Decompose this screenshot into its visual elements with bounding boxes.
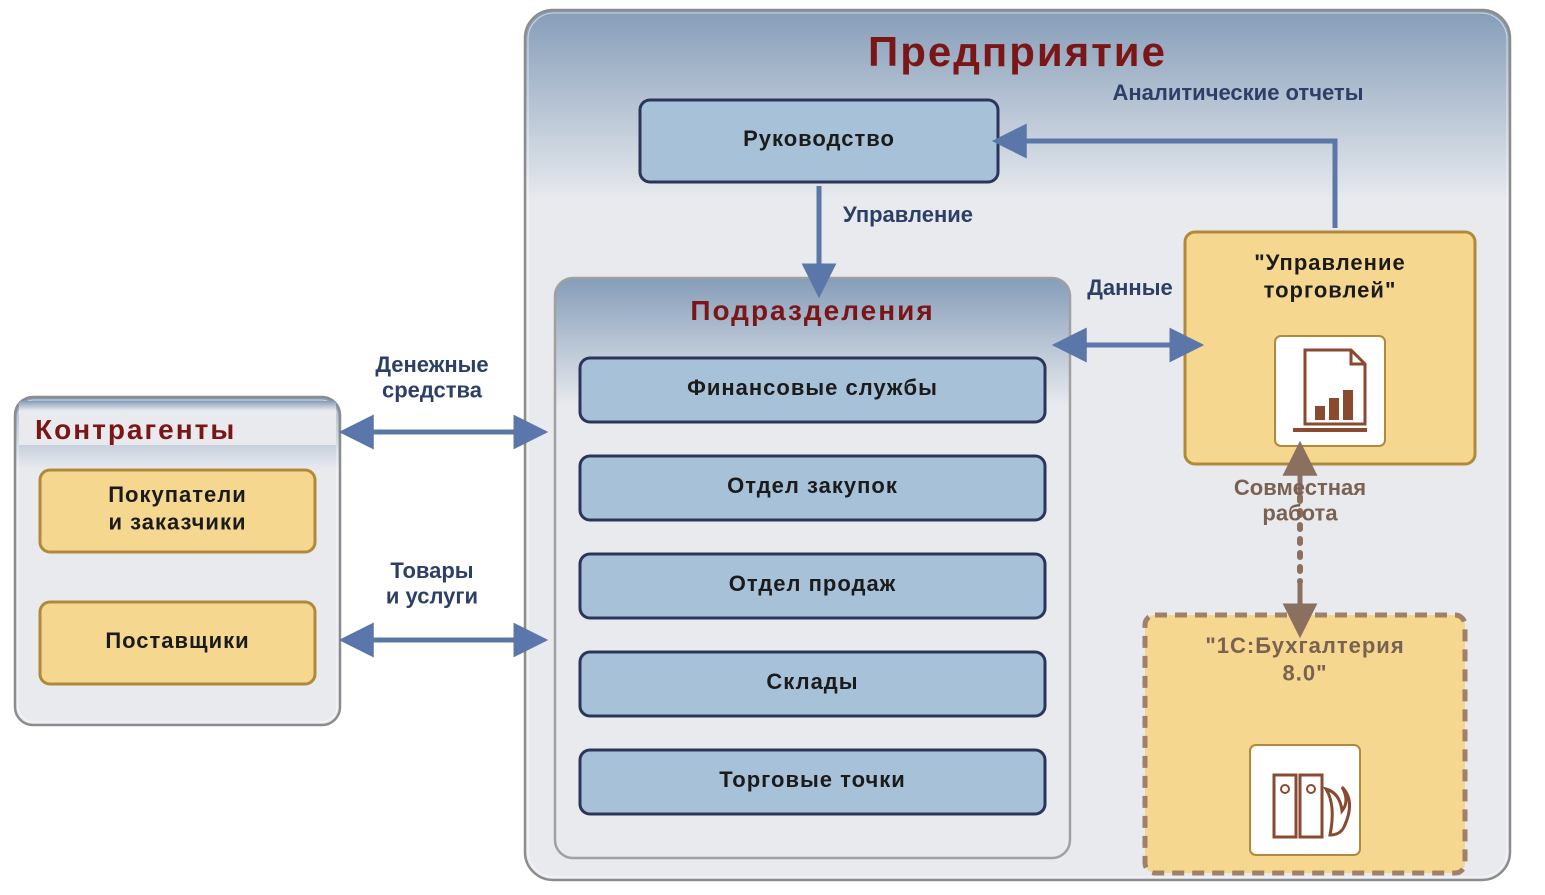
node-buyers: Покупатели и заказчики: [40, 470, 315, 552]
edge-goods: Товарыи услуги: [365, 558, 522, 640]
node-label: "Управление: [1254, 250, 1405, 275]
node-purchasing: Отдел закупок: [580, 456, 1045, 520]
node-sales: Отдел продаж: [580, 554, 1045, 618]
node-label: 8.0": [1282, 661, 1327, 686]
node-retail: Торговые точки: [580, 750, 1045, 814]
node-label: Отдел продаж: [729, 571, 897, 596]
edge-label: Денежные: [375, 352, 488, 377]
node-warehouses: Склады: [580, 652, 1045, 716]
edge-label: средства: [382, 377, 483, 402]
node-trade_mgmt: "Управление торговлей": [1185, 232, 1475, 464]
node-accounting: "1С:Бухгалтерия 8.0": [1145, 615, 1465, 873]
panel-title: Контрагенты: [35, 414, 236, 445]
node-label: торговлей": [1264, 278, 1397, 303]
node-label: и заказчики: [109, 510, 247, 535]
edge-label: Данные: [1087, 275, 1173, 300]
edge-label: работа: [1262, 500, 1338, 525]
node-label: Торговые точки: [719, 767, 906, 792]
edge-label: Товары: [390, 558, 473, 583]
node-label: Отдел закупок: [727, 473, 898, 498]
edge-money: Денежныесредства: [365, 352, 522, 432]
node-finance: Финансовые службы: [580, 358, 1045, 422]
edge-label: Управление: [843, 202, 973, 227]
edge-label: и услуги: [386, 583, 478, 608]
node-label: Руководство: [743, 126, 895, 151]
edge-label: Аналитические отчеты: [1113, 80, 1364, 105]
panel-title: Подразделения: [690, 295, 934, 326]
node-label: Покупатели: [108, 482, 247, 507]
edge-label: Совместная: [1234, 475, 1366, 500]
node-label: "1С:Бухгалтерия: [1205, 633, 1404, 658]
node-label: Финансовые службы: [687, 375, 938, 400]
node-suppliers: Поставщики: [40, 602, 315, 684]
node-label: Склады: [766, 669, 858, 694]
panel-title: Предприятие: [868, 28, 1167, 75]
node-management: Руководство: [640, 100, 998, 182]
node-label: Поставщики: [105, 628, 249, 653]
